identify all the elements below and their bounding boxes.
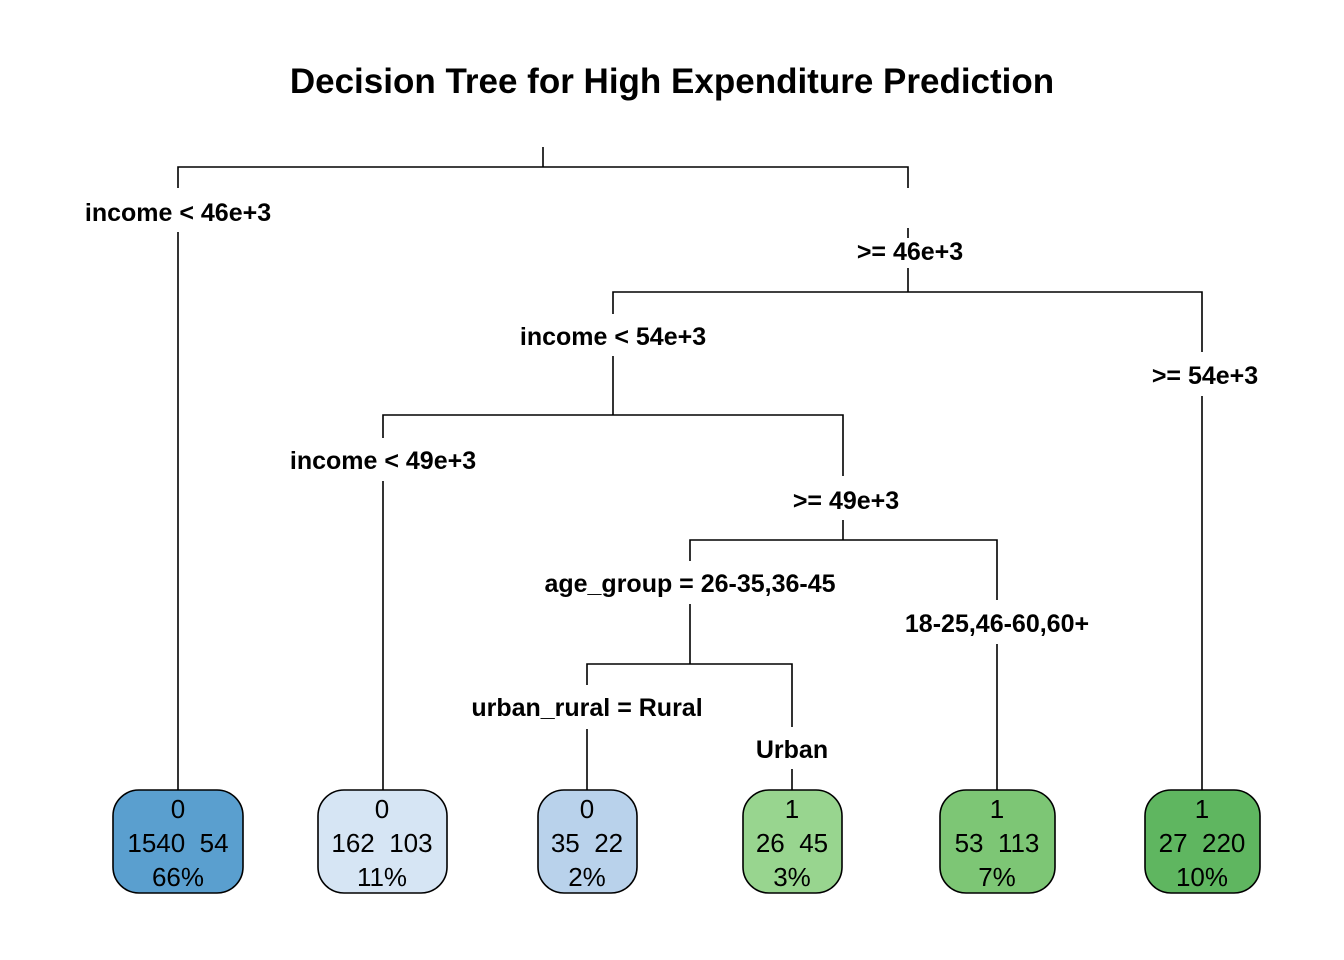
- leaf-percent: 7%: [978, 862, 1016, 892]
- split-labels: income < 46e+3 >= 46e+3 income < 54e+3 >…: [85, 199, 1258, 764]
- leaf-percent: 10%: [1176, 862, 1228, 892]
- split-label-income-ge-46e3: >= 46e+3: [857, 238, 963, 266]
- split-label-income-lt-46e3: income < 46e+3: [85, 199, 271, 227]
- leaf-nodes: 0 1540 54 66% 0 162 103 11% 0 35 22 2% 1…: [112, 789, 1261, 894]
- leaf-box: [317, 789, 448, 894]
- leaf-box: [939, 789, 1056, 894]
- leaf-node-5: 1 53 113 7%: [939, 789, 1056, 894]
- edge-node2-bar: [612, 291, 1203, 352]
- split-label-income-lt-54e3: income < 54e+3: [520, 323, 706, 351]
- leaf-class: 1: [1195, 794, 1209, 824]
- split-label-urban-rural-urban: Urban: [756, 736, 828, 764]
- split-label-urban-rural-rural: urban_rural = Rural: [471, 694, 702, 722]
- leaf-counts: 1540 54: [127, 828, 228, 858]
- edge-node5-bar: [586, 663, 793, 727]
- leaf-counts: 162 103: [331, 828, 432, 858]
- leaf-counts: 53 113: [955, 828, 1040, 858]
- leaf-box: [742, 789, 843, 894]
- leaf-class: 0: [375, 794, 389, 824]
- leaf-percent: 11%: [357, 862, 407, 892]
- leaf-node-2: 0 162 103 11%: [317, 789, 448, 894]
- edge-root-bar: [177, 166, 909, 188]
- leaf-percent: 3%: [773, 862, 811, 892]
- leaf-node-3: 0 35 22 2%: [537, 789, 638, 894]
- leaf-box: [537, 789, 638, 894]
- leaf-node-6: 1 27 220 10%: [1144, 789, 1261, 894]
- split-label-income-lt-49e3: income < 49e+3: [290, 447, 476, 475]
- edge-node3-bar: [382, 414, 844, 476]
- split-label-age-group-right: 18-25,46-60,60+: [905, 610, 1089, 638]
- diagram-title: Decision Tree for High Expenditure Predi…: [290, 62, 1054, 101]
- leaf-counts: 26 45: [756, 828, 828, 858]
- split-label-income-ge-49e3: >= 49e+3: [793, 487, 899, 515]
- leaf-node-4: 1 26 45 3%: [742, 789, 843, 894]
- leaf-class: 1: [785, 794, 799, 824]
- leaf-counts: 35 22: [551, 828, 623, 858]
- leaf-box: [1144, 789, 1261, 894]
- split-label-age-group-left: age_group = 26-35,36-45: [544, 570, 835, 598]
- leaf-class: 0: [580, 794, 594, 824]
- split-label-income-ge-54e3: >= 54e+3: [1152, 362, 1258, 390]
- leaf-node-1: 0 1540 54 66%: [112, 789, 244, 894]
- tree-edges: [177, 147, 1203, 790]
- leaf-counts: 27 220: [1159, 828, 1246, 858]
- leaf-box: [112, 789, 244, 894]
- edge-node4-bar: [689, 539, 998, 600]
- leaf-percent: 2%: [568, 862, 606, 892]
- leaf-class: 1: [990, 794, 1004, 824]
- leaf-class: 0: [171, 794, 185, 824]
- leaf-percent: 66%: [152, 862, 204, 892]
